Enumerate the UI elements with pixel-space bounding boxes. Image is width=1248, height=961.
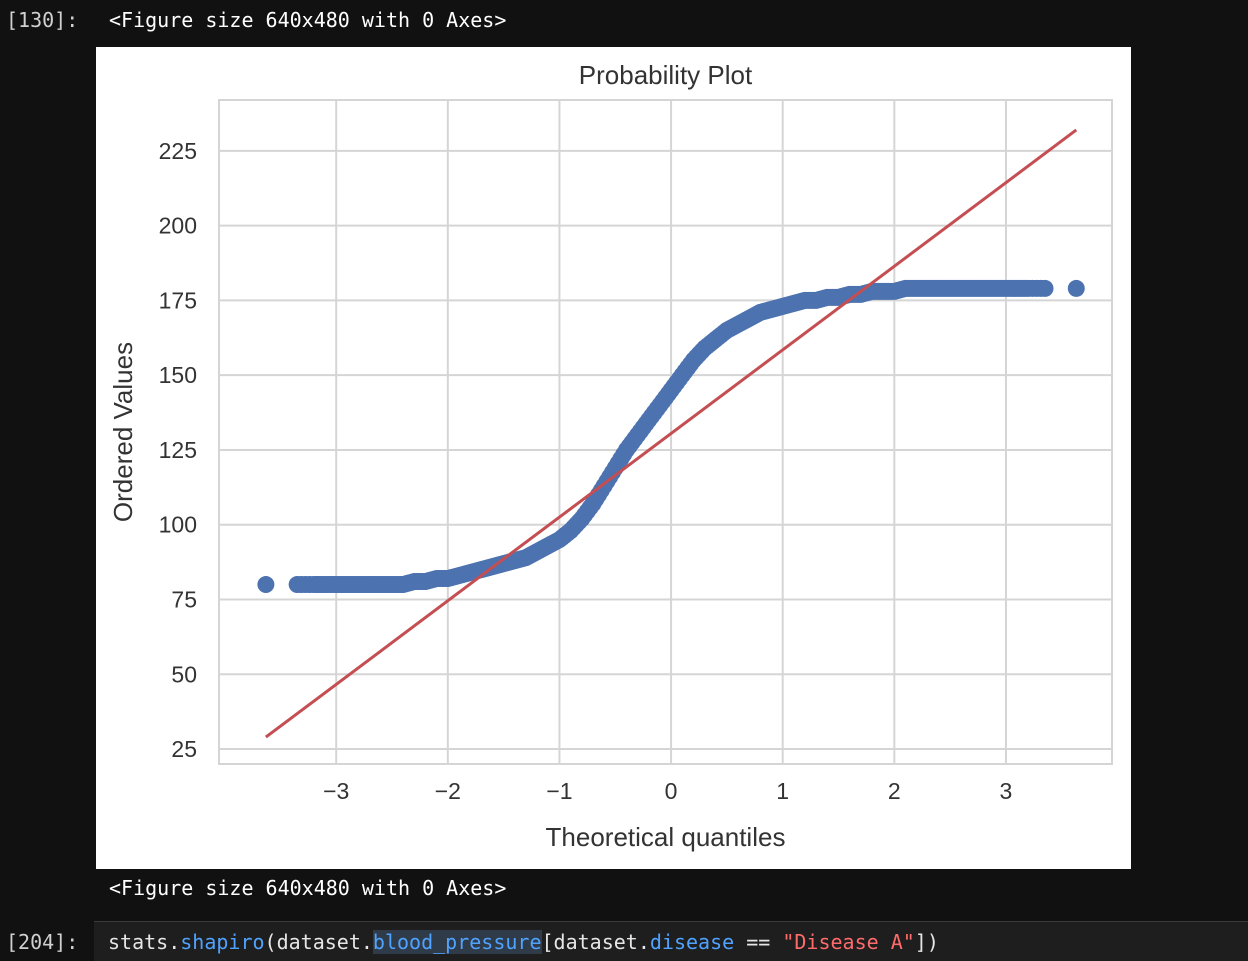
code-token: disease [649, 930, 735, 954]
figure-size-text-top: <Figure size 640x480 with 0 Axes> [109, 8, 507, 32]
x-axis-label: Theoretical quantiles [546, 822, 786, 852]
code-token: shapiro [180, 930, 265, 954]
code-input-cell[interactable]: stats.shapiro(dataset.blood_pressure[dat… [94, 921, 1248, 961]
data-point [257, 576, 275, 594]
y-tick-label: 175 [159, 287, 197, 313]
y-tick-label: 125 [159, 437, 197, 463]
code-token: [dataset. [541, 930, 650, 954]
code-token: == [734, 930, 783, 954]
figure-size-text-bottom: <Figure size 640x480 with 0 Axes> [109, 876, 507, 900]
chart-title: Probability Plot [579, 60, 753, 90]
y-tick-label: 25 [171, 736, 197, 762]
y-tick-labels: 25 50 75 100 125 150 175 200 225 [159, 138, 197, 762]
code-token: (dataset. [264, 930, 373, 954]
data-point [1036, 279, 1054, 297]
x-tick-label: −2 [435, 778, 461, 804]
code-token: blood_pressure [372, 930, 542, 954]
y-tick-label: 200 [159, 213, 197, 239]
fit-line-layer [264, 128, 1078, 739]
plot-frame [218, 99, 1113, 765]
x-tick-labels: −3 −2 −1 0 1 2 3 [323, 778, 1012, 804]
grid [219, 100, 1112, 764]
code-token: "Disease A" [782, 930, 915, 954]
code-token: ]) [914, 930, 939, 954]
code-token: stats. [108, 930, 181, 954]
probability-plot-figure: −3 −2 −1 0 1 2 3 25 50 75 100 125 150 175 200 225 Prob… [96, 47, 1131, 869]
y-tick-label: 50 [171, 661, 197, 687]
data-points [257, 279, 1085, 594]
y-tick-label: 75 [171, 586, 197, 612]
x-tick-label: 0 [665, 778, 678, 804]
x-tick-label: 2 [888, 778, 901, 804]
y-axis-label: Ordered Values [108, 342, 138, 522]
x-tick-label: 3 [1000, 778, 1013, 804]
cell-prompt-130: [130]: [6, 8, 79, 32]
x-tick-label: −1 [546, 778, 572, 804]
fit-line [264, 128, 1078, 739]
data-point [1067, 279, 1085, 297]
y-tick-label: 150 [159, 362, 197, 388]
y-tick-label: 225 [159, 138, 197, 164]
probability-plot-svg: −3 −2 −1 0 1 2 3 25 50 75 100 125 150 175 200 225 Prob… [108, 60, 1113, 852]
y-tick-label: 100 [159, 512, 197, 538]
x-tick-label: 1 [776, 778, 789, 804]
x-tick-label: −3 [323, 778, 349, 804]
cell-prompt-next: [204]: [6, 930, 79, 954]
